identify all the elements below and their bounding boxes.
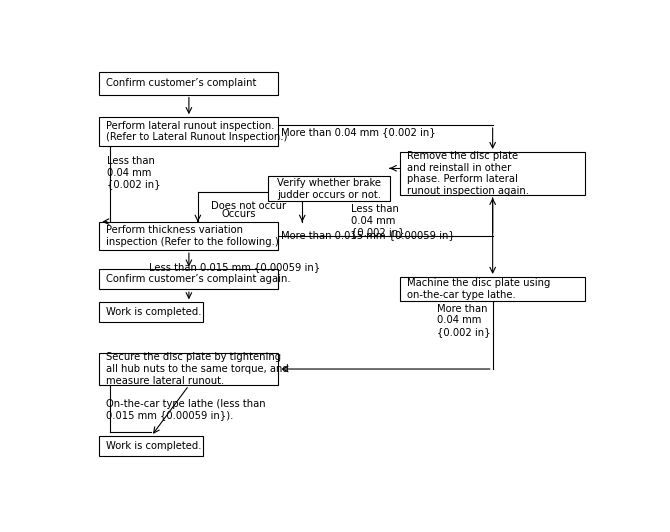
Text: On-the-car type lathe (less than
0.015 mm {0.00059 in}).: On-the-car type lathe (less than 0.015 m…	[106, 399, 265, 420]
Text: Machine the disc plate using
on-the-car type lathe.: Machine the disc plate using on-the-car …	[407, 278, 550, 300]
FancyBboxPatch shape	[99, 302, 203, 322]
FancyBboxPatch shape	[99, 353, 279, 385]
FancyBboxPatch shape	[268, 177, 390, 201]
Text: More than 0.015 mm {0.00059 in}: More than 0.015 mm {0.00059 in}	[281, 230, 455, 240]
FancyBboxPatch shape	[99, 117, 279, 146]
Text: Perform thickness variation
inspection (Refer to the following.): Perform thickness variation inspection (…	[106, 225, 278, 247]
FancyBboxPatch shape	[99, 270, 279, 289]
Text: Confirm customer’s complaint: Confirm customer’s complaint	[106, 78, 256, 88]
Text: Less than
0.04 mm
{0.002 in}: Less than 0.04 mm {0.002 in}	[351, 204, 405, 237]
Text: More than
0.04 mm
{0.002 in}: More than 0.04 mm {0.002 in}	[437, 304, 490, 337]
Text: Does not occur: Does not occur	[211, 201, 286, 211]
Text: Confirm customer’s complaint again.: Confirm customer’s complaint again.	[106, 275, 290, 284]
Text: Perform lateral runout inspection.
(Refer to Lateral Runout Inspection.): Perform lateral runout inspection. (Refe…	[106, 121, 287, 142]
Text: More than 0.04 mm {0.002 in}: More than 0.04 mm {0.002 in}	[281, 127, 436, 137]
Text: Secure the disc plate by tightening
all hub nuts to the same torque, and
measure: Secure the disc plate by tightening all …	[106, 352, 288, 386]
FancyBboxPatch shape	[401, 277, 585, 302]
Text: Occurs: Occurs	[221, 209, 256, 219]
Text: Less than
0.04 mm
{0.002 in}: Less than 0.04 mm {0.002 in}	[107, 156, 161, 189]
FancyBboxPatch shape	[401, 152, 585, 195]
Text: Less than 0.015 mm {0.00059 in}: Less than 0.015 mm {0.00059 in}	[149, 262, 320, 272]
Text: Work is completed.: Work is completed.	[106, 307, 201, 317]
FancyBboxPatch shape	[99, 72, 279, 95]
FancyBboxPatch shape	[99, 221, 279, 250]
Text: Remove the disc plate
and reinstall in other
phase. Perform lateral
runout inspe: Remove the disc plate and reinstall in o…	[407, 151, 529, 196]
FancyBboxPatch shape	[99, 436, 203, 456]
Text: Work is completed.: Work is completed.	[106, 441, 201, 451]
Text: Verify whether brake
judder occurs or not.: Verify whether brake judder occurs or no…	[277, 178, 381, 200]
